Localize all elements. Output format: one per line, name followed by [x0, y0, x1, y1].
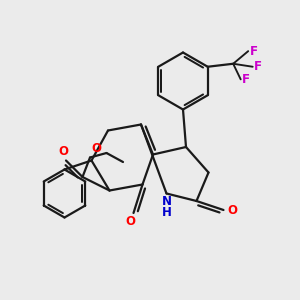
- Text: O: O: [125, 215, 135, 228]
- Text: N: N: [161, 195, 172, 208]
- Text: O: O: [58, 145, 69, 158]
- Text: F: F: [249, 45, 257, 58]
- Text: O: O: [91, 142, 101, 154]
- Text: O: O: [227, 203, 237, 217]
- Text: F: F: [254, 60, 262, 73]
- Text: H: H: [162, 206, 171, 219]
- Text: F: F: [242, 73, 250, 86]
